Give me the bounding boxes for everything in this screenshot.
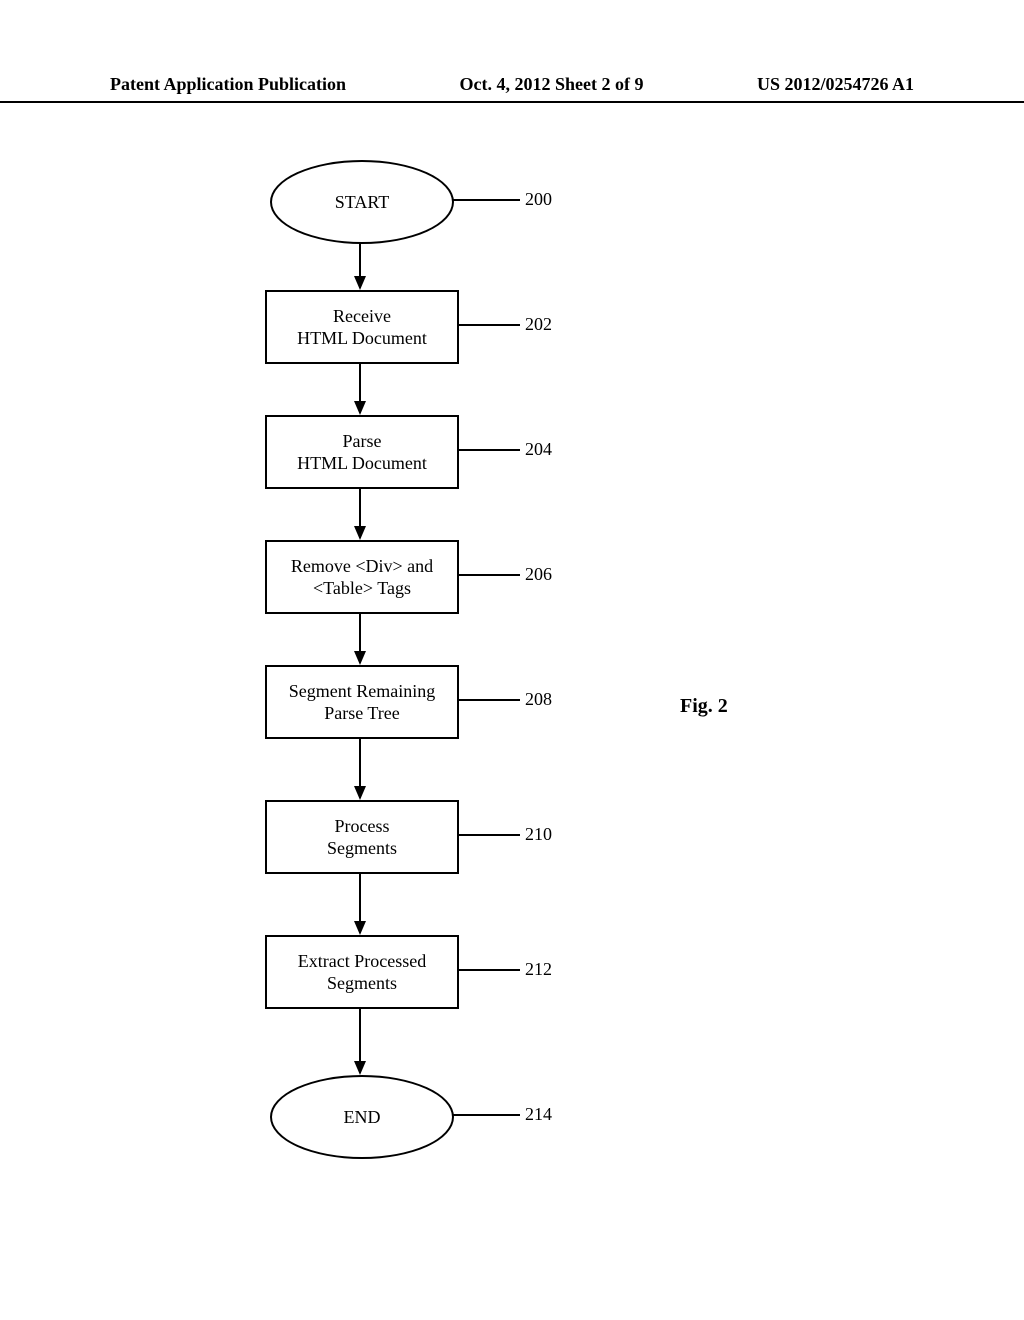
flowchart-node-start: START	[270, 160, 454, 244]
node-text: END	[344, 1106, 381, 1129]
node-text: Segments	[327, 972, 397, 995]
flowchart-node-remove: Remove <Div> and<Table> Tags	[265, 540, 459, 614]
node-text: Receive	[333, 305, 391, 328]
header-left: Patent Application Publication	[110, 74, 346, 95]
flowchart-node-extract: Extract ProcessedSegments	[265, 935, 459, 1009]
flowchart-node-end: END	[270, 1075, 454, 1159]
flowchart-node-segment: Segment RemainingParse Tree	[265, 665, 459, 739]
header-right: US 2012/0254726 A1	[757, 74, 914, 95]
node-text: Parse	[343, 430, 382, 453]
flowchart-node-process: ProcessSegments	[265, 800, 459, 874]
node-text: Segment Remaining	[289, 680, 435, 703]
node-text: HTML Document	[297, 327, 427, 350]
ref-number-208: 208	[525, 689, 552, 710]
ref-number-212: 212	[525, 959, 552, 980]
flowchart-node-parse: ParseHTML Document	[265, 415, 459, 489]
node-text: <Table> Tags	[313, 577, 411, 600]
node-text: Segments	[327, 837, 397, 860]
flowchart-diagram: START200ReceiveHTML Document202ParseHTML…	[0, 140, 1024, 1240]
node-text: Extract Processed	[298, 950, 426, 973]
ref-number-204: 204	[525, 439, 552, 460]
figure-label: Fig. 2	[680, 695, 728, 718]
ref-number-200: 200	[525, 189, 552, 210]
node-text: START	[335, 191, 389, 214]
node-text: Remove <Div> and	[291, 555, 433, 578]
node-text: Parse Tree	[324, 702, 400, 725]
connector-layer	[0, 140, 1024, 1240]
ref-number-210: 210	[525, 824, 552, 845]
node-text: Process	[335, 815, 390, 838]
ref-number-206: 206	[525, 564, 552, 585]
ref-number-214: 214	[525, 1104, 552, 1125]
flowchart-node-receive: ReceiveHTML Document	[265, 290, 459, 364]
header-center: Oct. 4, 2012 Sheet 2 of 9	[460, 74, 644, 95]
ref-number-202: 202	[525, 314, 552, 335]
node-text: HTML Document	[297, 452, 427, 475]
page-header: Patent Application Publication Oct. 4, 2…	[0, 74, 1024, 103]
